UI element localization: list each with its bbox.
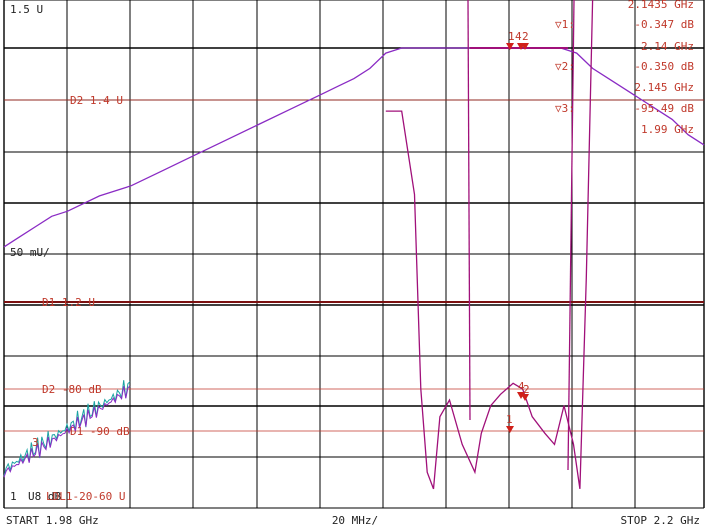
bottom-left-label: 1	[10, 490, 17, 503]
marker-label: 1	[508, 30, 515, 43]
marker-table-id: ▽3:	[555, 102, 575, 115]
marker-4-low-triangle	[517, 392, 525, 399]
marker-4-triangle	[521, 43, 529, 50]
display-line-label: D2 -80 dB	[42, 383, 102, 396]
y-top-label: 1.5 U	[10, 3, 43, 16]
marker-label: 4	[518, 380, 525, 393]
marker-table-id: ▽1:	[555, 18, 575, 31]
marker-label: 2	[522, 30, 529, 43]
y-scale-label: 50 mU/	[10, 246, 50, 259]
marker-label: 1	[506, 413, 513, 426]
footer-stop: STOP 2.2 GHz	[621, 514, 700, 527]
marker-label: 3	[32, 436, 39, 449]
trace-2-edge-right	[567, 0, 575, 471]
marker-table-id: ▽2:	[555, 60, 575, 73]
trace-2-edge-left	[467, 0, 471, 421]
marker-table-value: 2.145 GHz	[634, 81, 694, 94]
marker-table-value: 1.99 GHz	[641, 123, 694, 136]
footer-div: 20 MHz/	[332, 514, 378, 527]
marker-label: 4	[515, 30, 522, 43]
display-line-label: D1 1.2 U	[42, 296, 95, 309]
bottom-overlap-label: LDL1-20-60 U	[46, 490, 125, 503]
display-line-label: D1 -90 dB	[70, 425, 130, 438]
marker-1-low-triangle	[506, 426, 514, 433]
marker-1-triangle	[506, 43, 514, 50]
bottom-channel-label: U8 dB	[28, 490, 61, 503]
marker-table-value: -0.347 dB	[634, 18, 694, 31]
marker-table-value: 2.14 GHz	[641, 40, 694, 53]
trace-2-line	[385, 0, 594, 490]
display-line-label: D2 1.4 U	[70, 94, 123, 107]
marker-label: 2	[523, 383, 530, 396]
trace-3-line	[3, 380, 131, 477]
marker-table-value: -0.350 dB	[634, 60, 694, 73]
trace-1-noise-line	[3, 385, 131, 478]
marker-2-low-triangle	[521, 394, 529, 401]
trace-1-line	[3, 47, 705, 248]
marker-table-value: -95.49 dB	[634, 102, 694, 115]
footer-start: START 1.98 GHz	[6, 514, 99, 527]
marker-table-value: 2.1435 GHz	[628, 0, 694, 11]
